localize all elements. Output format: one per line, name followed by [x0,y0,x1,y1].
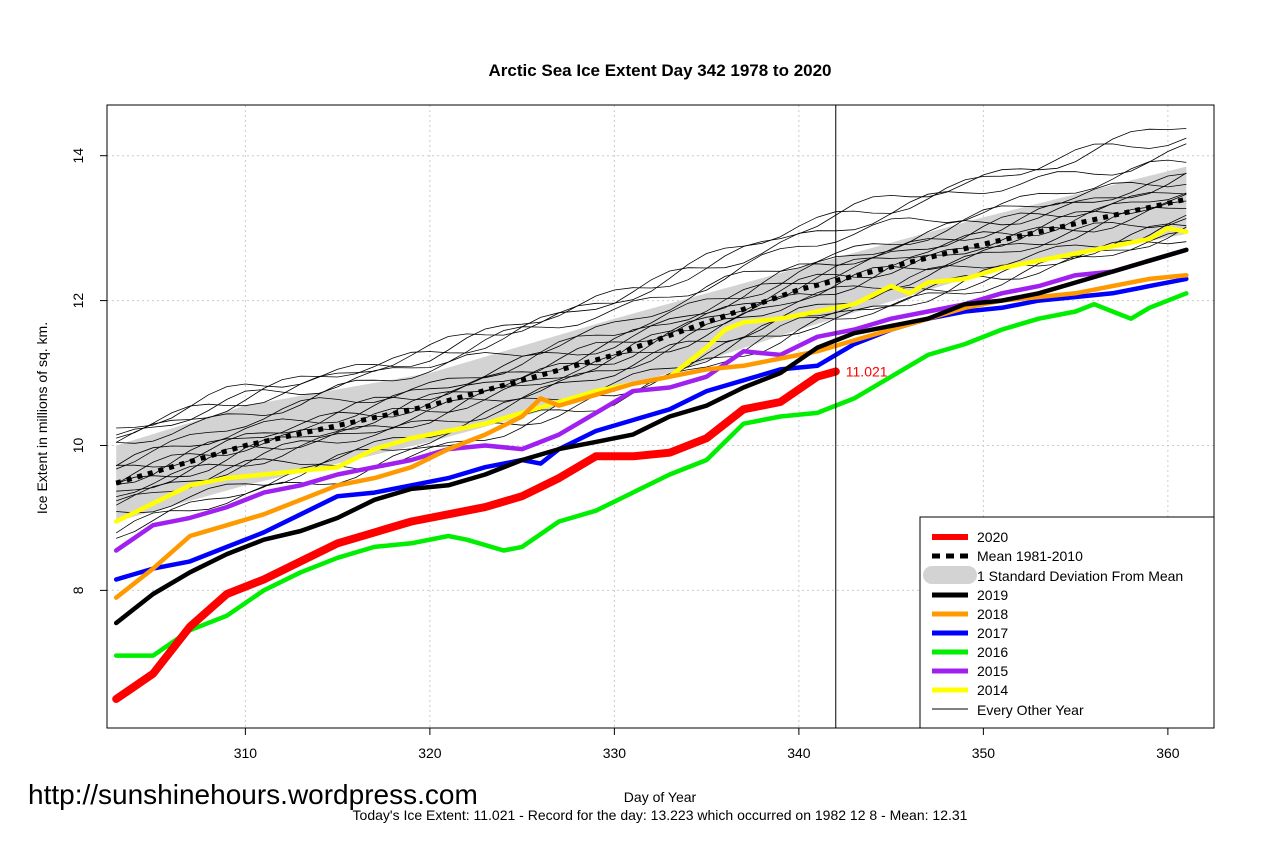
legend-label-2016: 2016 [977,644,1008,660]
plot-frame [106,104,1215,729]
series-line-2019 [113,247,1189,626]
caption-text: Today's Ice Extent: 11.021 - Record for … [353,807,968,823]
end-value-label: 11.021 [846,364,888,380]
y-tick-label: 12 [70,293,86,309]
legend-label-band: 1 Standard Deviation From Mean [977,568,1183,584]
x-ticks-layer: 310 320 330 340 350 360 [234,728,1180,761]
every-other-year-line [116,172,1187,470]
series-line-2014 [113,225,1189,524]
series-line-2015 [113,247,1189,553]
y-axis-label: Ice Extent in millions of sq. km. [34,322,50,514]
legend-label-mean: Mean 1981-2010 [977,548,1083,564]
every-other-year-line [116,218,1187,497]
legend: 2020 Mean 1981-2010 1 Standard Deviation… [919,516,1215,729]
x-axis-label: Day of Year [624,789,697,805]
x-tick-label: 310 [234,745,258,761]
source-url: http://sunshinehours.wordpress.com [28,779,478,810]
series-line-2017 [113,276,1189,582]
y-tick-label: 8 [70,586,86,594]
every-other-year-line [116,128,1187,429]
legend-label-other: Every Other Year [977,702,1084,718]
x-tick-label: 360 [1156,745,1180,761]
every-other-year-line [116,137,1187,439]
x-tick-label: 330 [603,745,627,761]
every-other-year-line [116,181,1187,444]
legend-label-2018: 2018 [977,606,1008,622]
every-other-year-line [116,143,1187,443]
legend-box [919,516,1215,729]
legend-label-2020: 2020 [977,529,1008,545]
y-ticks-layer: 8 10 12 14 [70,148,107,594]
series-layer [112,225,1189,703]
every-other-year-line [116,206,1187,492]
legend-label-2015: 2015 [977,663,1008,679]
mean-line-layer [115,196,1187,486]
chart-title: Arctic Sea Ice Extent Day 342 1978 to 20… [488,61,831,80]
x-tick-label: 350 [972,745,996,761]
legend-label-2017: 2017 [977,625,1008,641]
legend-label-2014: 2014 [977,682,1008,698]
every-other-year-line [116,159,1187,436]
every-other-year-line [116,223,1187,502]
x-tick-label: 320 [418,745,442,761]
every-other-year-line [116,214,1187,506]
series-line-2020 [112,367,840,703]
y-tick-label: 14 [70,148,86,164]
series-line-2016 [113,291,1189,658]
mean-1981-2010-line [115,196,1187,486]
x-tick-label: 340 [787,745,811,761]
legend-label-2019: 2019 [977,587,1008,603]
y-tick-label: 10 [70,437,86,453]
